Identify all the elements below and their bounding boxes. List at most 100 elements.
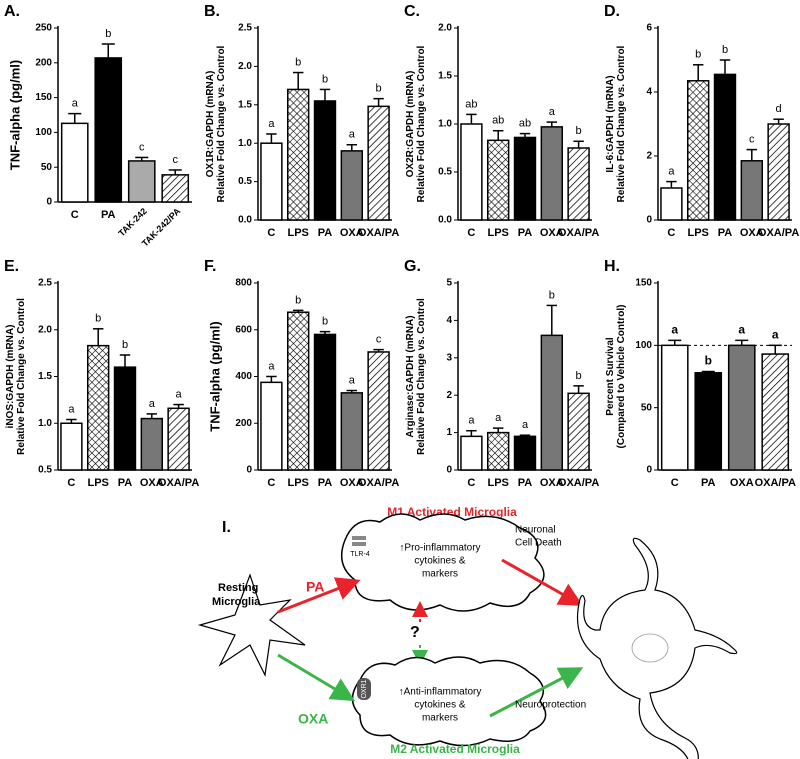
annotation: a	[668, 166, 675, 178]
y-axis-label: Relative Fold Change vs. Control	[616, 45, 627, 202]
annotation: b	[322, 73, 328, 85]
y-axis-label: Relative Fold Change vs. Control	[416, 45, 427, 202]
annotation: a	[738, 323, 745, 337]
bar	[127, 160, 156, 203]
annotation: a	[468, 415, 475, 427]
annotation: b	[576, 370, 582, 382]
bar	[86, 344, 110, 471]
bar	[567, 392, 590, 471]
label: Cell Death	[515, 538, 562, 549]
y-tick-label: 0	[46, 197, 52, 208]
annotation: c	[749, 134, 755, 146]
x-tick-label: OXA/PA	[558, 227, 599, 239]
x-tick-label: PA	[101, 209, 116, 221]
bar	[713, 73, 737, 221]
receptor-label: TLR-4	[350, 551, 370, 558]
annotation: b	[549, 289, 555, 301]
annotation: a	[522, 419, 529, 431]
y-tick-label: 4	[446, 315, 452, 326]
resting-cell	[197, 573, 306, 677]
neuron	[576, 537, 738, 759]
x-tick-label: OXA	[540, 477, 564, 489]
y-tick-label: 2	[446, 390, 452, 401]
annotation: b	[95, 313, 101, 325]
y-tick-label: 200	[235, 418, 252, 429]
bar	[286, 88, 310, 221]
y-tick-label: 250	[35, 23, 52, 34]
x-tick-label: OXA/PA	[755, 477, 796, 489]
receptor-label: OXR1	[361, 679, 368, 698]
annotation: a	[549, 106, 556, 118]
x-tick-label: PA	[118, 477, 133, 489]
arrow	[277, 653, 356, 702]
label: OXA	[298, 711, 328, 727]
label: Neuronal	[515, 525, 556, 536]
bar	[286, 311, 310, 471]
nucleus	[631, 633, 669, 663]
annotation: b	[322, 316, 328, 328]
y-tick-label: 1.5	[238, 99, 252, 110]
y-tick-label: 1.0	[38, 418, 52, 429]
panel-title: F.	[204, 258, 216, 275]
bar	[94, 57, 123, 203]
label: ?	[410, 624, 420, 641]
x-tick-label: TAK-242	[116, 206, 148, 238]
cell-text: cytokines &	[414, 556, 465, 567]
bar	[340, 392, 364, 471]
arrow	[501, 558, 584, 606]
bar	[513, 136, 537, 221]
x-tick-label: OXA	[730, 477, 754, 489]
y-axis-label: OX2R:GAPDH (mRNA)	[405, 71, 416, 178]
y-tick-label: 100	[635, 340, 652, 351]
cell-text: cytokines &	[414, 700, 465, 711]
receptor	[352, 542, 366, 546]
arrow	[277, 577, 361, 614]
bar	[761, 353, 790, 471]
annotation: a	[349, 374, 356, 386]
bar	[486, 139, 510, 221]
x-tick-label: LPS	[487, 477, 508, 489]
bar	[460, 435, 483, 471]
cell-text: markers	[422, 713, 458, 724]
arrow	[489, 667, 584, 718]
bar	[513, 435, 537, 471]
panel-title: G.	[404, 258, 421, 275]
annotation: a	[268, 360, 275, 372]
x-tick-label: LPS	[487, 227, 508, 239]
y-tick-label: 0	[446, 465, 452, 476]
x-tick-label: C	[467, 477, 475, 489]
x-tick-label: OXA	[340, 477, 364, 489]
label: Resting	[218, 582, 258, 594]
y-tick-label: 5	[446, 278, 452, 289]
y-tick-label: 0.5	[38, 465, 52, 476]
annotation: a	[68, 403, 75, 415]
annotation: b	[695, 49, 701, 61]
y-tick-label: 0.0	[438, 215, 452, 226]
annotation: b	[122, 339, 128, 351]
y-axis-label: Relative Fold Change vs. Control	[216, 45, 227, 202]
x-tick-label: PA	[318, 477, 333, 489]
bar	[313, 333, 337, 471]
y-tick-label: 1.0	[238, 138, 252, 149]
bar	[60, 422, 83, 471]
panel-title: H.	[604, 258, 620, 275]
panel-title: C.	[404, 3, 420, 20]
panel-title: B.	[204, 3, 220, 20]
bar	[694, 372, 723, 471]
annotation: ab	[492, 115, 504, 127]
bar	[460, 123, 483, 221]
y-tick-label: 2	[646, 151, 652, 162]
x-tick-label: C	[67, 477, 75, 489]
bar	[167, 407, 190, 471]
bar	[367, 105, 390, 221]
y-axis-label: Arginase:GAPDH (mRNA)	[405, 315, 416, 437]
annotation: b	[722, 44, 728, 56]
y-axis-label: TNF-alpha (pg/ml)	[207, 321, 222, 432]
label: PA	[306, 579, 324, 595]
y-tick-label: 4	[646, 87, 652, 98]
x-tick-label: OXA	[140, 477, 164, 489]
receptor	[357, 678, 371, 700]
bar	[567, 147, 590, 221]
y-tick-label: 0.5	[238, 176, 252, 187]
